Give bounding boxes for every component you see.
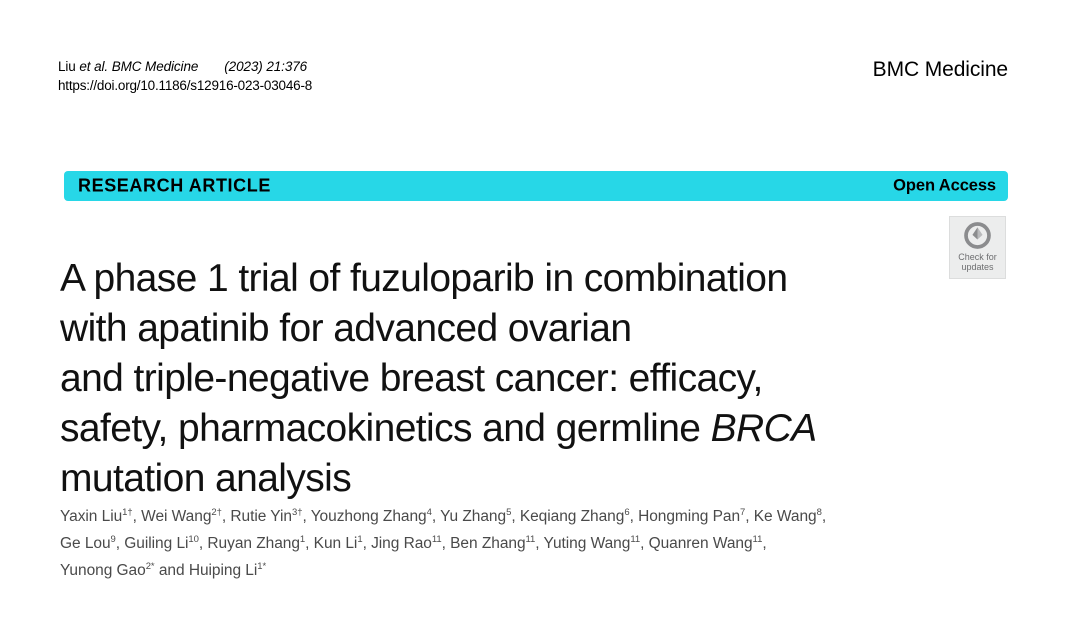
author-line-3: Yunong Gao2* and Huiping Li1* [60,560,267,579]
check-for-updates-badge[interactable]: Check for updates [949,216,1006,279]
running-head: Liu et al. BMC Medicine (2023) 21:376 htt… [58,58,618,95]
title-line-4: safety, pharmacokinetics and germline BR… [60,404,950,454]
author-name: Yu Zhang [440,508,507,525]
author-name: Yuting Wang [543,535,631,552]
author-affiliation-marker: 9 [110,533,116,545]
running-head-citation-line: Liu et al. BMC Medicine (2023) 21:376 [58,58,618,77]
open-access-banner: RESEARCH ARTICLE Open Access [64,171,1008,201]
author-affiliation-marker: 11 [525,533,536,545]
author-name: Jing Rao [371,535,432,552]
author-name: Guiling Li [124,535,189,552]
author-name: Wei Wang [141,508,212,525]
running-head-volume-issue: (2023) 21:376 [224,59,308,74]
author-affiliation-marker: 4 [426,506,432,518]
article-type-label: RESEARCH ARTICLE [78,175,271,196]
author-name: Ke Wang [753,508,817,525]
author-affiliation-marker: 11 [630,533,641,545]
title-line-1: A phase 1 trial of fuzuloparib in combin… [60,257,788,301]
author-affiliation-marker: 11 [752,533,763,545]
title-line-5: mutation analysis [60,457,352,501]
author-name: Ruyan Zhang [207,535,300,552]
author-affiliation-marker: 2† [211,506,222,518]
author-name: Yaxin Liu [60,508,123,525]
author-name: Quanren Wang [648,535,753,552]
title-line-4-text: safety, pharmacokinetics and germline [60,407,711,451]
check-for-updates-line2: updates [961,262,994,272]
author-affiliation-marker: 10 [188,533,199,545]
author-list: Yaxin Liu1†, Wei Wang2†, Rutie Yin3†, Yo… [60,503,1020,584]
author-affiliation-marker: 8 [816,506,822,518]
doi-link[interactable]: https://doi.org/10.1186/s12916-023-03046… [58,77,313,93]
author-name: Yunong Gao [60,562,146,579]
author-name: Rutie Yin [230,508,292,525]
author-name: Ge Lou [60,535,111,552]
author-affiliation-marker: 5 [506,506,512,518]
author-name: Ben Zhang [450,535,526,552]
author-affiliation-marker: 3† [291,506,303,518]
author-affiliation-marker: 1 [299,533,306,545]
title-gene-name: BRCA [710,407,818,451]
author-name: Huiping Li [188,562,258,579]
crossmark-icon [964,222,991,249]
author-affiliation-marker: 1* [257,560,267,572]
running-head-author: Liu [58,59,76,74]
author-name: Keqiang Zhang [519,508,625,525]
author-name: Kun Li [313,535,358,552]
author-affiliation-marker: 7 [740,506,746,518]
author-name: Youzhong Zhang [310,508,427,525]
title-line-2: with apatinib for advanced ovarian [60,307,632,351]
journal-name: BMC Medicine [872,58,1008,81]
title-line-3: and triple-negative breast cancer: effic… [60,357,763,401]
author-line-2: Ge Lou9, Guiling Li10, Ruyan Zhang1, Kun… [60,533,767,552]
check-for-updates-line1: Check for [958,252,997,262]
open-access-label: Open Access [893,176,996,195]
author-affiliation-marker: 6 [624,506,630,518]
author-affiliation-marker: 1 [357,533,363,545]
author-line-1: Yaxin Liu1†, Wei Wang2†, Rutie Yin3†, Yo… [60,506,827,525]
author-affiliation-marker: 1† [122,506,133,518]
check-for-updates-text: Check for updates [958,252,997,272]
page-title: A phase 1 trial of fuzuloparib in combin… [60,254,950,504]
author-name: Hongming Pan [638,508,741,525]
running-head-journal: et al. BMC Medicine [79,59,199,74]
author-affiliation-marker: 11 [431,533,442,545]
author-affiliation-marker: 2* [145,560,155,572]
